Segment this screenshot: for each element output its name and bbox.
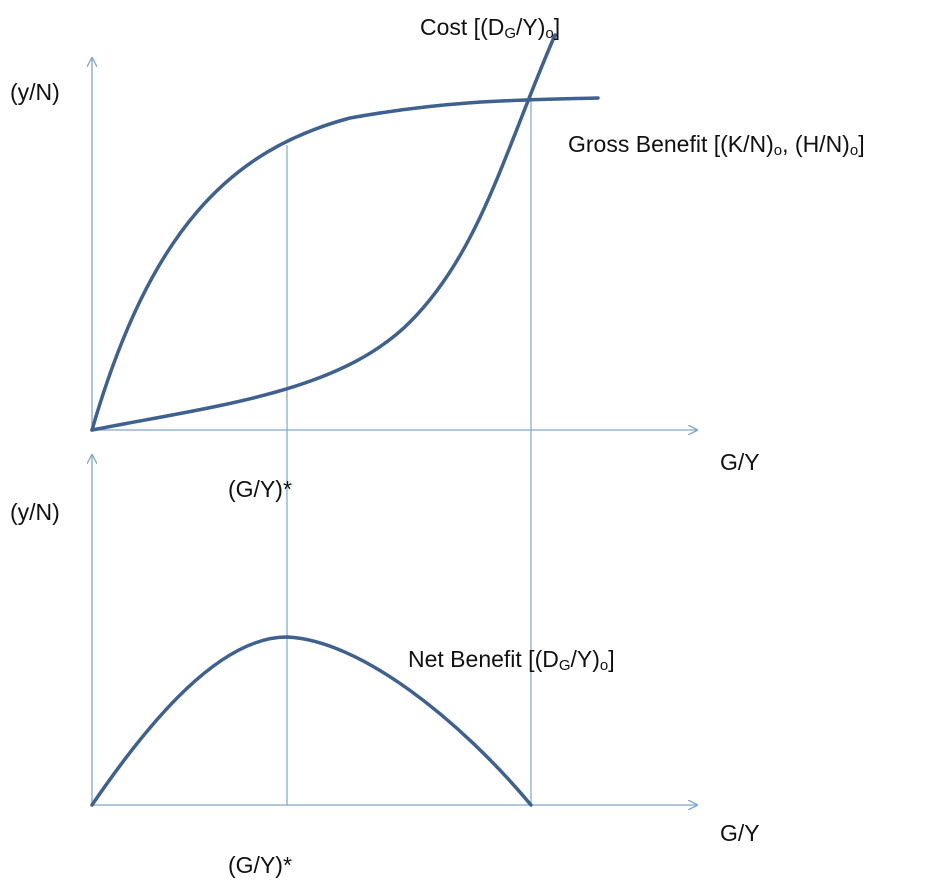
net-benefit-label: Net Benefit [(DG/Y)o] xyxy=(408,646,615,674)
net-benefit-curve xyxy=(90,635,533,807)
x-axis-label: G/Y xyxy=(720,449,760,475)
cost-curve xyxy=(90,33,557,432)
label-subscript: G xyxy=(504,25,516,42)
label-subscript: o xyxy=(600,657,608,674)
optimum-label: (G/Y)* xyxy=(228,476,292,502)
y-axis-label: (y/N) xyxy=(10,499,60,525)
label-part: ] xyxy=(858,131,864,157)
label-subscript: G xyxy=(559,657,571,674)
y-axis-label: (y/N) xyxy=(10,79,60,105)
label-part: ] xyxy=(608,646,614,672)
x-axis-label: G/Y xyxy=(720,820,760,846)
label-subscript: o xyxy=(850,142,858,159)
gross-benefit-curve xyxy=(90,96,600,432)
label-subscript: o xyxy=(774,142,782,159)
gross-benefit-label: Gross Benefit [(K/N)o, (H/N)o] xyxy=(568,131,865,159)
label-part: Cost [(D xyxy=(420,14,504,40)
label-part: ] xyxy=(554,14,560,40)
label-part: , (H/N) xyxy=(782,131,850,157)
label-subscript: o xyxy=(545,25,553,42)
optimum-label: (G/Y)* xyxy=(228,852,292,878)
cost-label: Cost [(DG/Y)o] xyxy=(420,14,560,42)
label-part: Gross Benefit [(K/N) xyxy=(568,131,774,157)
label-part: /Y) xyxy=(571,646,600,672)
label-part: Net Benefit [(D xyxy=(408,646,559,672)
label-part: /Y) xyxy=(516,14,545,40)
